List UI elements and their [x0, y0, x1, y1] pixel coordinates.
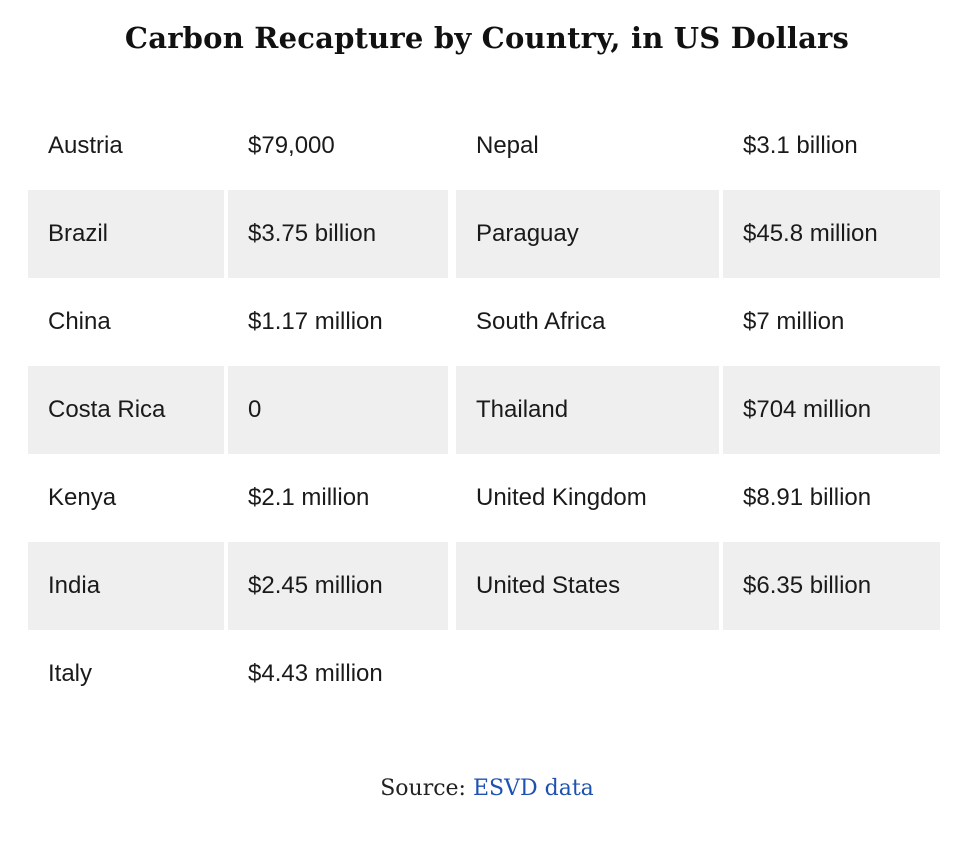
country-cell: Thailand	[456, 366, 719, 454]
country-cell: Paraguay	[456, 190, 719, 278]
value-cell	[723, 630, 940, 718]
country-cell: Costa Rica	[28, 366, 224, 454]
country-cell: Kenya	[28, 454, 224, 542]
country-cell: Italy	[28, 630, 224, 718]
value-cell: $7 million	[723, 278, 940, 366]
country-cell: Austria	[28, 102, 224, 190]
value-cell: $2.1 million	[228, 454, 448, 542]
value-cell: $6.35 billion	[723, 542, 940, 630]
table-row: Costa Rica 0 Thailand $704 million	[28, 366, 940, 454]
country-cell: Brazil	[28, 190, 224, 278]
value-cell: $704 million	[723, 366, 940, 454]
country-cell: Nepal	[456, 102, 719, 190]
value-cell: $3.75 billion	[228, 190, 448, 278]
country-cell: South Africa	[456, 278, 719, 366]
source-link[interactable]: ESVD data	[472, 776, 594, 801]
page-title: Carbon Recapture by Country, in US Dolla…	[124, 21, 850, 55]
value-cell: $8.91 billion	[723, 454, 940, 542]
country-cell: China	[28, 278, 224, 366]
value-cell: $1.17 million	[228, 278, 448, 366]
country-cell	[456, 630, 719, 718]
value-cell: $4.43 million	[228, 630, 448, 718]
source-label: Source:	[380, 776, 466, 801]
table-row: Italy $4.43 million	[28, 630, 940, 718]
value-cell: $3.1 billion	[723, 102, 940, 190]
country-cell: United States	[456, 542, 719, 630]
table-row: Brazil $3.75 billion Paraguay $45.8 mill…	[28, 190, 940, 278]
data-table: Austria $79,000 Nepal $3.1 billion Brazi…	[28, 102, 940, 718]
value-cell: $79,000	[228, 102, 448, 190]
table-row: Austria $79,000 Nepal $3.1 billion	[28, 102, 940, 190]
country-cell: India	[28, 542, 224, 630]
source-line: Source: ESVD data	[0, 776, 974, 801]
table-row: Kenya $2.1 million United Kingdom $8.91 …	[28, 454, 940, 542]
table-row: India $2.45 million United States $6.35 …	[28, 542, 940, 630]
value-cell: $2.45 million	[228, 542, 448, 630]
table-row: China $1.17 million South Africa $7 mill…	[28, 278, 940, 366]
country-cell: United Kingdom	[456, 454, 719, 542]
value-cell: 0	[228, 366, 448, 454]
value-cell: $45.8 million	[723, 190, 940, 278]
